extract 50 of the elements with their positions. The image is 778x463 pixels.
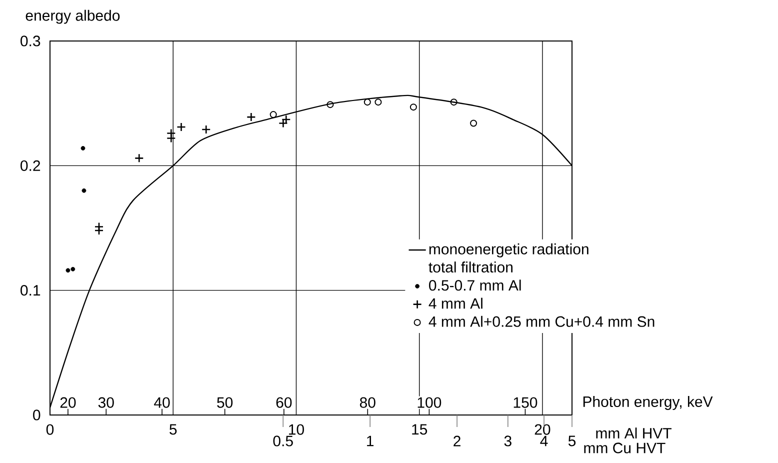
annotation: 150 [514, 397, 538, 408]
legend-label: 4 mm Al [428, 298, 482, 309]
point [80, 146, 86, 150]
annotation: 60 [276, 397, 292, 408]
x2-tick-label: 1 [367, 436, 374, 446]
point [410, 104, 417, 111]
y-tick-label: 0.1 [20, 285, 40, 296]
y-tick-label: 0 [33, 410, 40, 420]
x-tick-label: 5 [170, 424, 177, 435]
y-tick-label: 0.2 [20, 160, 40, 171]
point [176, 122, 186, 132]
annotation: 80 [360, 397, 376, 408]
point [374, 98, 382, 106]
text: Photon energy, keV [583, 396, 713, 410]
x-tick-label: 15 [412, 424, 428, 435]
legend-label: 0.5-0.7 mm Al [429, 280, 521, 291]
x2-tick-label: 4 [540, 436, 548, 446]
point [364, 98, 371, 106]
y-tick-label: 0.3 [20, 36, 40, 46]
x2-tick-label: 2 [454, 436, 460, 446]
x2-tick-label: 5 [568, 436, 576, 446]
x2-tick-label: 0.5 [273, 436, 293, 446]
x2-axis-title: mm Cu HVT [584, 442, 666, 454]
annotation: 100 [418, 397, 442, 408]
point [134, 154, 144, 163]
point [166, 134, 176, 143]
point [270, 111, 277, 118]
point [246, 112, 256, 122]
point [66, 268, 70, 273]
legend-title: total filtration [428, 262, 512, 273]
point [470, 120, 478, 127]
annotation: 30 [98, 397, 114, 408]
x-tick-label: 20 [534, 424, 550, 435]
x2-tick-label: 3 [504, 436, 512, 446]
legend-label: 4 mm Al+0.25 mm Cu+0.4 mm Sn [428, 316, 654, 327]
point [450, 98, 458, 106]
annotation: 50 [217, 397, 233, 408]
point [70, 266, 76, 272]
point [281, 114, 291, 124]
x-tick-label: 10 [289, 424, 304, 435]
point [201, 124, 211, 134]
point [94, 226, 104, 236]
x-tick-label: 0 [46, 424, 54, 435]
annotation: 20 [60, 397, 76, 408]
point [82, 188, 86, 193]
annotation: 40 [154, 397, 170, 408]
y-axis-title: energy albedo [26, 10, 120, 24]
legend-label: monoenergetic radiation [429, 243, 588, 258]
point [326, 101, 334, 108]
x-axis-title: mm Al HVT [596, 428, 672, 438]
